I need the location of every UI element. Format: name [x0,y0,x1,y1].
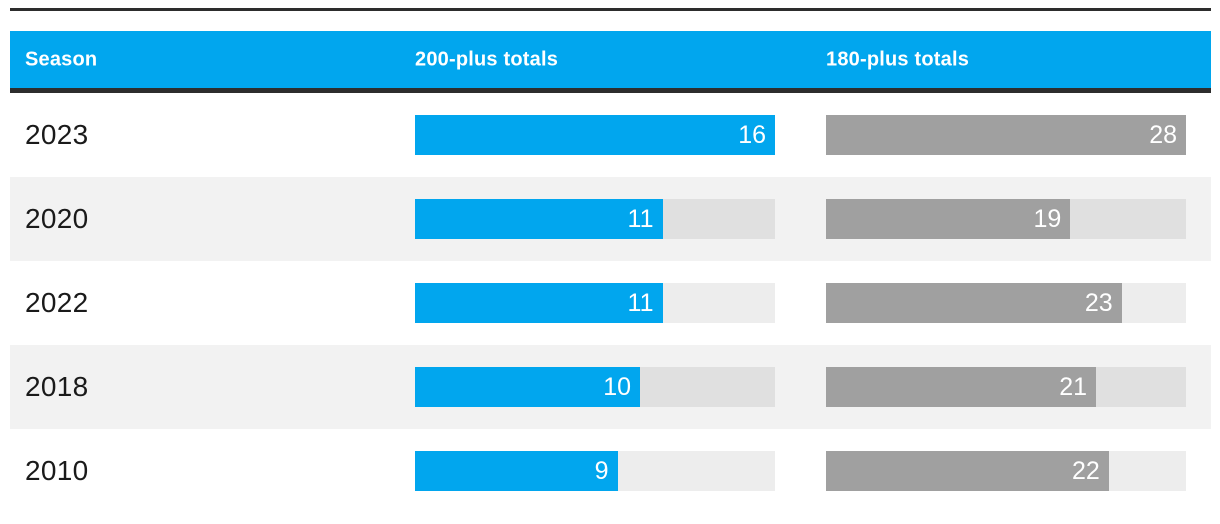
bar-track-180-plus: 28 [826,115,1186,155]
column-header-200-plus-totals: 200-plus totals [415,48,559,70]
bar-value-200-plus: 9 [594,456,609,485]
table-row: 2020 11 19 [10,177,1211,261]
bar-track-180-plus: 21 [826,367,1186,407]
bar-value-180-plus: 22 [1072,456,1100,485]
bar-180-plus: 28 [826,115,1186,155]
bar-200-plus: 9 [415,451,618,491]
bar-200-plus: 16 [415,115,775,155]
bar-track-200-plus: 9 [415,451,775,491]
bar-value-200-plus: 10 [603,372,631,401]
bar-200-plus: 11 [415,199,663,239]
bar-value-200-plus: 11 [627,288,654,317]
table-row: 2010 9 22 [10,429,1211,513]
bar-180-plus: 21 [826,367,1096,407]
season-label: 2018 [25,371,89,402]
bar-track-180-plus: 22 [826,451,1186,491]
bar-180-plus: 19 [826,199,1071,239]
bar-track-200-plus: 11 [415,199,775,239]
bar-value-200-plus: 11 [627,204,654,233]
header-underline-rule [10,88,1211,93]
season-label: 2020 [25,203,89,234]
season-label: 2010 [25,455,89,486]
bar-value-180-plus: 23 [1084,288,1113,317]
bar-200-plus: 10 [415,367,640,407]
bar-track-200-plus: 11 [415,283,775,323]
column-header-season: Season [25,48,98,70]
bar-200-plus: 11 [415,283,663,323]
table-body: 2023 16 28 2020 11 19 2022 11 [0,93,1220,513]
table-row: 2022 11 23 [10,261,1211,345]
bar-value-180-plus: 19 [1033,204,1062,233]
bar-track-200-plus: 10 [415,367,775,407]
top-border-rule [10,8,1211,11]
bar-value-180-plus: 21 [1059,372,1087,401]
bar-track-180-plus: 19 [826,199,1186,239]
season-label: 2023 [25,119,89,150]
bar-track-200-plus: 16 [415,115,775,155]
table-header: Season 200-plus totals 180-plus totals [10,31,1211,88]
table-row: 2018 10 21 [10,345,1211,429]
bar-180-plus: 23 [826,283,1122,323]
bar-value-200-plus: 16 [738,120,766,149]
column-header-180-plus-totals: 180-plus totals [826,48,970,70]
bar-180-plus: 22 [826,451,1109,491]
table-row: 2023 16 28 [10,93,1211,177]
bar-value-180-plus: 28 [1149,120,1177,149]
bar-track-180-plus: 23 [826,283,1186,323]
season-label: 2022 [25,287,89,318]
